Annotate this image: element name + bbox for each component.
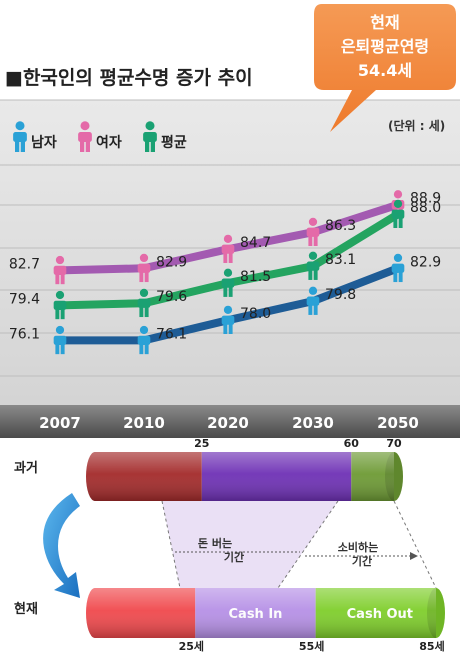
series-layer: 82.7 82.9 84.7 86.3 88.9 79.4 79.6 81.5 83.1 88.0… <box>9 190 441 355</box>
person-average-icon <box>143 121 157 152</box>
retirement-callout: 현재 은퇴평균연령 54.4세 <box>314 4 456 132</box>
data-point-marker <box>306 286 320 315</box>
bar-row-1: Cash InCash Out25세55세85세 <box>86 588 445 653</box>
chart-title: ■한국인의 평균수명 증가 추이 <box>5 67 253 89</box>
data-point-marker <box>221 234 235 263</box>
earning-label-2: 기간 <box>224 550 244 564</box>
projection-line-right <box>393 500 437 589</box>
legend-entry: 남자 <box>31 134 57 151</box>
data-label: 79.8 <box>325 287 356 303</box>
bar-tick-label: 85세 <box>419 639 444 653</box>
row-label-present: 현재 <box>14 601 38 617</box>
legend-entry: 여자 <box>96 134 122 151</box>
series-1: 79.4 79.6 81.5 83.1 88.0 <box>9 199 441 320</box>
x-tick-label: 2020 <box>207 414 249 432</box>
data-label: 82.9 <box>156 254 187 270</box>
legend: 남자 여자 평균 <box>13 121 187 152</box>
unit-label: (단위 : 세) <box>388 118 445 133</box>
data-point-marker <box>53 325 67 355</box>
bar-tick-label: 25 <box>194 437 209 450</box>
bar-tick-label: 25세 <box>179 639 204 653</box>
x-axis-band <box>0 405 460 438</box>
x-tick-label: 2007 <box>39 414 81 432</box>
bar-row-0: 25 60 70 <box>86 437 403 501</box>
data-label: 84.7 <box>240 235 271 251</box>
line-chart: ■한국인의 평균수명 증가 추이 (단위 : 세) 남자 여자 평균 82.7 82.… <box>0 4 460 438</box>
spending-label-2: 기간 <box>352 554 372 568</box>
data-point-marker <box>221 305 235 334</box>
bar-tick-label: 70 <box>386 437 402 450</box>
series-0: 82.7 82.9 84.7 86.3 88.9 <box>9 190 441 285</box>
x-axis-ticks: 2007 2010 2020 2030 2050 <box>39 414 419 432</box>
data-label: 81.5 <box>240 269 271 285</box>
data-label: 82.7 <box>9 256 40 272</box>
series-2: 76.1 76.1 78.0 79.8 82.9 <box>9 253 441 355</box>
data-label: 88.0 <box>410 200 441 216</box>
person-male-icon <box>13 121 27 152</box>
bar-tick-label: 55세 <box>299 639 324 653</box>
data-point-marker <box>306 251 320 280</box>
spending-arrowhead <box>410 552 418 560</box>
data-point-marker <box>391 253 405 283</box>
x-tick-label: 2050 <box>377 414 419 432</box>
callout-line-2: 은퇴평균연령 <box>341 37 429 56</box>
spending-label-1: 소비하는 <box>338 540 378 554</box>
data-point-marker <box>137 325 151 355</box>
career-bar-diagram: 돈 버는 기간 소비하는 기간 과거 현재 256070Cash InCash … <box>14 437 445 653</box>
data-label: 79.4 <box>9 291 40 307</box>
data-label: 78.0 <box>240 306 271 322</box>
data-label: 79.6 <box>156 289 187 305</box>
data-label: 82.9 <box>410 254 441 270</box>
legend-entry: 평균 <box>161 134 187 151</box>
data-label: 76.1 <box>156 326 187 342</box>
bar-tick-label: 60 <box>344 437 360 450</box>
data-point-marker <box>53 255 67 285</box>
x-tick-label: 2010 <box>123 414 165 432</box>
data-label: 83.1 <box>325 252 356 268</box>
data-label: 76.1 <box>9 326 40 342</box>
data-point-marker <box>53 290 67 320</box>
projection-line-left <box>161 500 181 589</box>
earning-label-1: 돈 버는 <box>198 536 232 550</box>
data-point-marker <box>137 253 151 283</box>
x-tick-label: 2030 <box>292 414 334 432</box>
bar-rows: 256070Cash InCash Out25세55세85세 <box>86 437 445 653</box>
callout-line-3: 54.4세 <box>358 61 412 80</box>
data-point-marker <box>306 217 320 247</box>
transition-arrow-icon <box>43 493 80 598</box>
data-label: 88.9 <box>410 191 441 207</box>
bar-shading <box>86 452 394 501</box>
callout-bubble <box>314 4 456 132</box>
data-point-marker <box>137 288 151 318</box>
data-point-marker <box>221 268 235 297</box>
person-female-icon <box>78 121 92 152</box>
earning-period-projection <box>162 501 338 588</box>
data-label: 86.3 <box>325 218 356 234</box>
bar-shading <box>86 588 436 638</box>
data-point-marker <box>391 199 405 228</box>
row-label-past: 과거 <box>14 461 38 476</box>
callout-line-1: 현재 <box>370 13 399 32</box>
